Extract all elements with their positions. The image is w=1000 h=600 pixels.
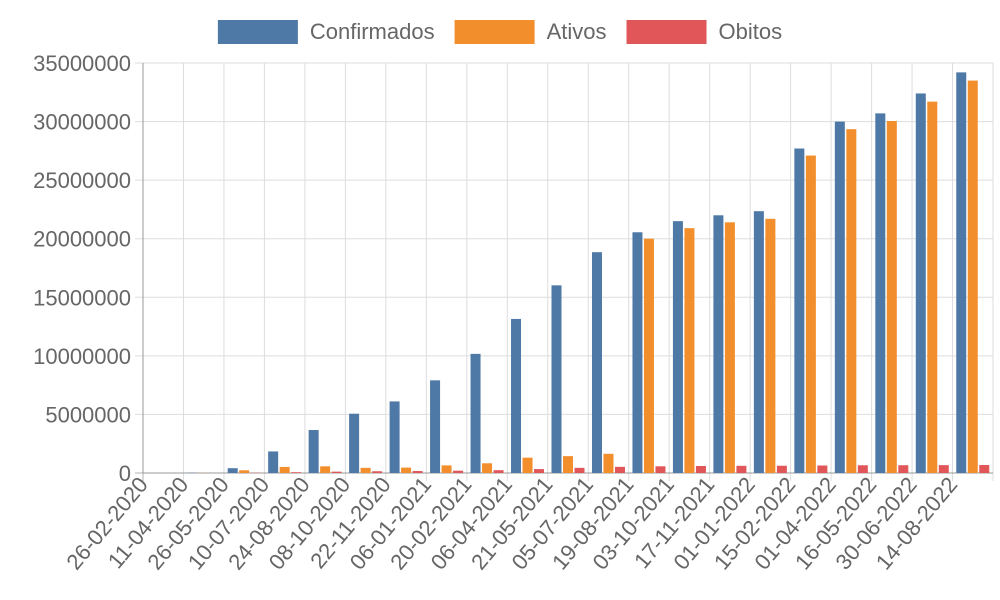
bar-ativos[interactable]: [805, 155, 816, 474]
bar-obitos[interactable]: [776, 465, 787, 473]
bar-ativos[interactable]: [441, 465, 452, 473]
y-tick-label: 30000000: [33, 110, 131, 135]
bar-confirmados[interactable]: [430, 380, 441, 473]
grid-layer: [135, 62, 994, 481]
bar-confirmados[interactable]: [834, 121, 845, 474]
legend-swatch: [626, 20, 707, 44]
bar-ativos[interactable]: [724, 222, 735, 473]
bar-ativos[interactable]: [684, 228, 695, 473]
y-tick-label: 25000000: [33, 168, 131, 193]
bar-ativos[interactable]: [563, 456, 573, 473]
bar-ativos[interactable]: [846, 129, 857, 473]
y-tick-label: 35000000: [33, 51, 131, 76]
bar-ativos[interactable]: [239, 470, 250, 473]
bar-obitos[interactable]: [736, 465, 747, 473]
bar-obitos[interactable]: [655, 466, 666, 473]
bar-confirmados[interactable]: [308, 430, 319, 473]
bar-obitos[interactable]: [453, 470, 464, 473]
bar-ativos[interactable]: [482, 463, 493, 473]
bar-obitos[interactable]: [574, 467, 585, 473]
bar-obitos[interactable]: [938, 465, 949, 473]
bar-ativos[interactable]: [765, 218, 776, 473]
bars-layer: [187, 72, 990, 474]
bar-confirmados[interactable]: [227, 468, 238, 473]
bar-confirmados[interactable]: [713, 215, 724, 474]
bar-confirmados[interactable]: [794, 148, 805, 473]
bar-confirmados[interactable]: [551, 285, 562, 473]
bar-obitos[interactable]: [372, 471, 383, 473]
y-tick-label: 5000000: [45, 402, 131, 427]
legend-item-ativos[interactable]: Ativos: [454, 19, 607, 44]
bar-ativos[interactable]: [279, 466, 290, 473]
legend-label: Ativos: [547, 19, 607, 44]
bar-confirmados[interactable]: [632, 232, 643, 473]
x-tick-labels: 26-02-202011-04-202026-05-202010-07-2020…: [61, 472, 962, 574]
bar-ativos[interactable]: [967, 80, 978, 474]
bar-ativos[interactable]: [886, 120, 897, 473]
bar-obitos[interactable]: [857, 465, 868, 473]
bar-ativos[interactable]: [320, 466, 331, 473]
axis-layer: [142, 63, 993, 474]
bar-confirmados[interactable]: [349, 413, 360, 473]
legend: Confirmados Ativos Obitos: [217, 19, 783, 44]
legend-swatch: [454, 20, 535, 44]
bar-ativos[interactable]: [927, 101, 938, 474]
bar-ativos[interactable]: [401, 467, 412, 473]
legend-label: Confirmados: [310, 19, 435, 44]
bar-obitos[interactable]: [695, 465, 706, 473]
bar-confirmados[interactable]: [875, 113, 886, 473]
bar-obitos[interactable]: [493, 470, 504, 473]
bar-obitos[interactable]: [817, 465, 828, 473]
bar-confirmados[interactable]: [915, 93, 926, 473]
bar-ativos[interactable]: [643, 238, 654, 473]
y-tick-label: 10000000: [33, 344, 131, 369]
bar-obitos[interactable]: [979, 465, 990, 473]
bar-confirmados[interactable]: [591, 252, 602, 473]
bar-obitos[interactable]: [331, 471, 342, 473]
y-tick-label: 15000000: [33, 285, 131, 310]
y-tick-label: 20000000: [33, 227, 131, 252]
bar-confirmados[interactable]: [753, 211, 764, 473]
bar-ativos[interactable]: [603, 453, 614, 473]
legend-label: Obitos: [719, 19, 783, 44]
bar-confirmados[interactable]: [268, 451, 279, 473]
legend-item-obitos[interactable]: Obitos: [626, 19, 783, 44]
bar-confirmados[interactable]: [511, 318, 522, 473]
bar-confirmados[interactable]: [389, 401, 400, 473]
bar-confirmados[interactable]: [956, 72, 967, 473]
bar-confirmados[interactable]: [470, 353, 481, 473]
bar-ativos[interactable]: [522, 457, 533, 473]
bar-obitos[interactable]: [898, 465, 909, 473]
bar-obitos[interactable]: [534, 469, 545, 473]
bar-obitos[interactable]: [291, 472, 302, 473]
bar-obitos[interactable]: [614, 466, 625, 473]
bar-confirmados[interactable]: [672, 221, 683, 473]
y-tick-label: 0: [119, 461, 131, 486]
bar-ativos[interactable]: [360, 467, 371, 473]
y-tick-labels: 0 5000000 10000000 15000000 20000000 25000000…: [33, 51, 131, 486]
bar-obitos[interactable]: [412, 471, 423, 473]
legend-item-confirmados[interactable]: Confirmados: [217, 19, 435, 44]
legend-swatch: [217, 20, 298, 44]
